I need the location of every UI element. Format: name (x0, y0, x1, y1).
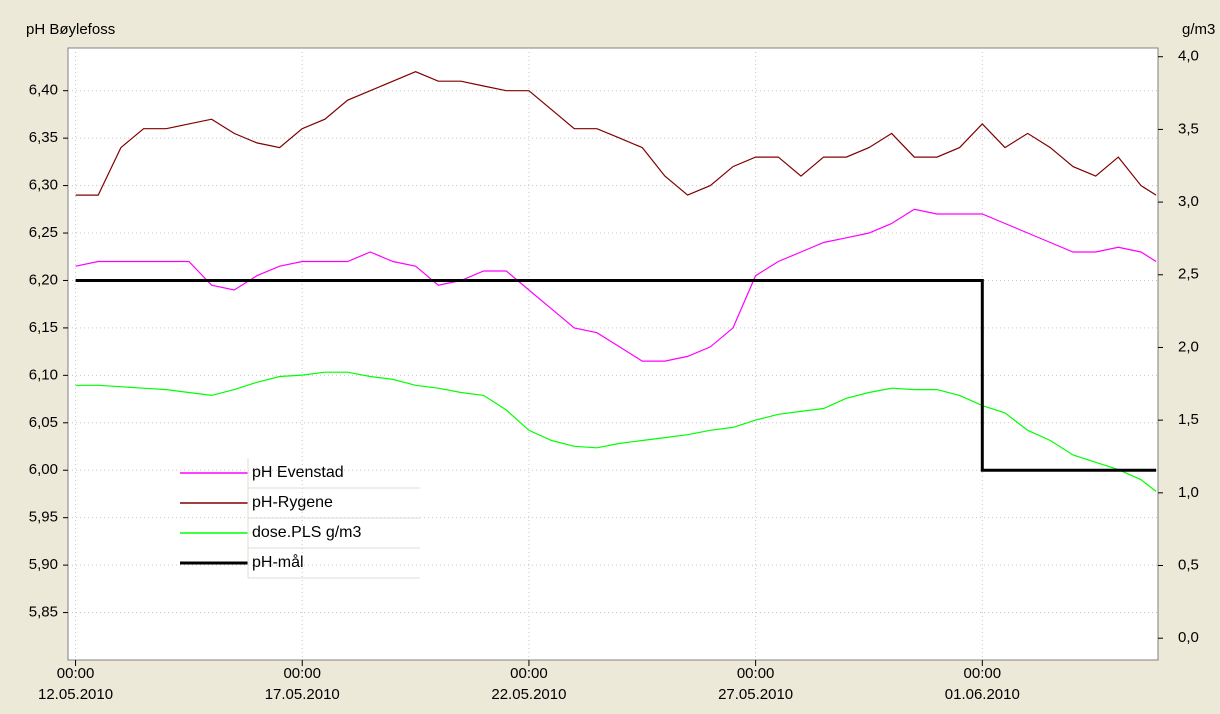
x-tick-label: 00:00 27.05.2010 (718, 665, 794, 703)
y-tick-label: 6,15 (29, 319, 58, 336)
y2-tick-label: 3,0 (1178, 193, 1199, 210)
y2-tick-label: 1,5 (1178, 411, 1199, 428)
y-tick-label: 6,35 (29, 129, 58, 146)
series-line (75, 208, 1157, 362)
y-tick-label: 5,90 (29, 556, 58, 573)
series-line (75, 279, 1157, 472)
y-tick-label: 6,25 (29, 224, 58, 241)
legend-label: pH-mål (252, 553, 304, 571)
y2-axis-label: g/m3 (1182, 21, 1215, 38)
y-tick-label: 6,30 (29, 177, 58, 194)
y2-tick-label: 0,5 (1178, 556, 1199, 573)
x-tick-label: 00:00 22.05.2010 (491, 665, 567, 703)
y2-tick-label: 0,0 (1178, 629, 1199, 646)
y-axis-label: pH Bøylefoss (26, 21, 115, 38)
series-line (75, 71, 1157, 196)
y2-tick-label: 2,5 (1178, 266, 1199, 283)
y-tick-label: 6,40 (29, 82, 58, 99)
y2-tick-label: 2,0 (1178, 338, 1199, 355)
legend-label: pH Evenstad (252, 464, 344, 481)
x-tick-label: 00:00 01.06.2010 (944, 665, 1020, 703)
legend-label: dose.PLS g/m3 (252, 524, 362, 541)
y-tick-label: 6,20 (29, 271, 58, 288)
y-tick-label: 6,05 (29, 414, 58, 431)
y-tick-label: 5,85 (29, 604, 58, 621)
y2-tick-label: 1,0 (1178, 484, 1199, 501)
y-tick-label: 6,10 (29, 366, 58, 383)
y-tick-label: 5,95 (29, 509, 58, 526)
legend-label: pH-Rygene (252, 494, 333, 511)
y2-tick-label: 3,5 (1178, 120, 1199, 137)
plot-area (67, 47, 1159, 661)
y-tick-label: 6,00 (29, 461, 58, 478)
x-tick-label: 00:00 17.05.2010 (264, 665, 340, 703)
legend: pH Evenstad pH-Rygene dose.PLS g/m3 pH-mål (180, 458, 420, 579)
x-tick-label: 00:00 12.05.2010 (38, 665, 114, 703)
y2-tick-label: 4,0 (1178, 48, 1199, 65)
